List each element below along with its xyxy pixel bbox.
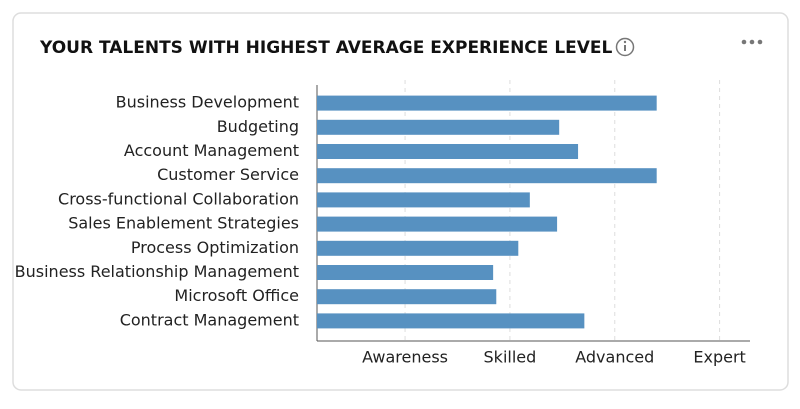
bar — [317, 119, 560, 135]
bar — [317, 265, 494, 280]
bar — [317, 144, 579, 159]
x-tick-label: Skilled — [484, 348, 537, 367]
x-tick-label: Expert — [693, 348, 745, 367]
y-tick-label: Budgeting — [217, 117, 299, 136]
chart-title: YOUR TALENTS WITH HIGHEST AVERAGE EXPERI… — [39, 38, 613, 58]
y-tick-label: Business Development — [116, 93, 299, 112]
y-tick-label: Customer Service — [157, 165, 299, 184]
info-icon[interactable] — [615, 37, 635, 57]
y-tick-label: Cross-functional Collaboration — [58, 189, 299, 208]
y-tick-label: Business Relationship Management — [15, 262, 299, 281]
y-tick-label: Microsoft Office — [174, 286, 299, 305]
more-menu[interactable] — [741, 39, 763, 45]
bar — [317, 95, 657, 111]
y-tick-label: Contract Management — [120, 310, 299, 329]
y-tick-label: Sales Enablement Strategies — [68, 214, 299, 233]
y-tick-label: Process Optimization — [131, 238, 299, 257]
bar — [317, 168, 657, 184]
bar — [317, 216, 558, 232]
x-tick-label: Advanced — [575, 348, 654, 367]
bar — [317, 289, 497, 305]
x-tick-label: Awareness — [362, 348, 448, 367]
bar — [317, 192, 530, 208]
bar — [317, 313, 585, 329]
y-tick-label: Account Management — [124, 141, 299, 160]
bar — [317, 240, 519, 256]
